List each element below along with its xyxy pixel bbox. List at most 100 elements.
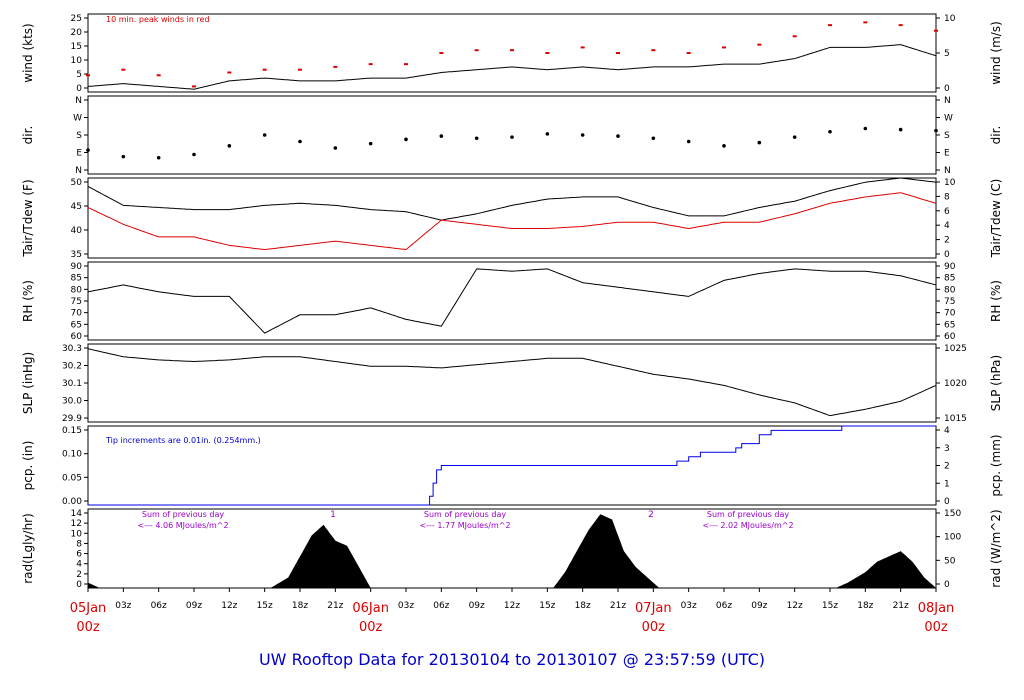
time-tick-label: 03z [398,601,414,611]
time-tick-label: 18z [857,601,873,611]
wind-peak-marker [192,85,196,88]
rh-ytick-right-label: 75 [944,297,955,307]
time-tick-label: 21z [327,601,343,611]
pcp-ylabel-left: pcp. (in) [21,441,35,491]
rad-ytick-left-label: 0 [76,580,82,590]
dir-point [580,133,585,137]
temp-ytick-right-label: 4 [944,221,950,231]
rad-annotation-value: <--- 2.02 MJoules/m^2 [702,521,793,530]
dir-ytick-left-label: E [76,149,82,159]
time-tick-label: 12z [221,601,237,611]
rad-ytick-left-label: 6 [76,550,82,560]
precip-annotation: Tip increments are 0.01in. (0.254mm.) [105,436,261,445]
wind-ylabel-right: wind (m/s) [989,21,1003,85]
wind-peak-marker [863,21,868,24]
dew-point-line [87,192,937,251]
slp-ytick-right-label: 1025 [944,344,967,354]
temp-ytick-right-label: 8 [944,192,950,202]
wind-peak-marker [474,49,479,52]
date-hour-label: 00z [76,620,100,635]
pcp-ytick-left-label: 0.00 [62,497,82,507]
time-tick-label: 09z [186,601,202,611]
wind-peak-marker [898,24,903,27]
time-tick-label: 09z [469,601,485,611]
dir-ytick-right-label: S [944,131,950,141]
slp-ylabel-left: SLP (inHg) [21,352,35,414]
dir-point [863,126,868,131]
rad-ytick-right-label: 0 [944,580,950,590]
pcp-ytick-right-label: 3 [944,444,950,454]
time-tick-label: 12z [787,601,803,611]
dir-point [757,140,762,145]
dir-ylabel-left: dir. [21,126,35,145]
dir-ytick-right-label: N [944,96,951,106]
air-temp-line [87,177,937,221]
temp-panel-frame [87,177,937,259]
wind-peak-marker [651,49,656,52]
wind-peak-marker [757,43,762,46]
time-tick-label: 15z [822,601,838,611]
wind-peak-marker [404,63,408,66]
pcp-ytick-right-label: 1 [944,479,950,489]
dir-point [121,154,126,159]
rh-ylabel-left: RH (%) [21,280,35,322]
pcp-ylabel-right: pcp. (mm) [989,434,1003,496]
dir-point [368,141,373,146]
rh-ytick-left-label: 70 [71,309,83,319]
rh-ytick-left-label: 75 [71,297,82,307]
rad-ytick-left-label: 14 [71,509,83,519]
dir-point [298,139,302,144]
wind-ytick-left-label: 25 [71,14,82,24]
temp-ylabel-left: Tair/Tdew (F) [21,179,35,257]
temp-ytick-left-label: 40 [71,226,83,236]
dir-point [86,148,90,152]
rad-ytick-left-label: 12 [71,519,82,529]
wind-panel-frame [87,13,937,93]
wind-ytick-left-label: 10 [71,56,83,66]
wind-peak-marker [333,65,338,68]
rad-ylabel-right: rad (W/m^2) [989,509,1003,587]
wind-ytick-left-label: 5 [76,70,82,80]
time-tick-label: 06z [716,601,732,611]
slp-ytick-left-label: 29.9 [62,414,82,424]
temp-ytick-right-label: 6 [944,207,950,217]
wind-ytick-right-label: 5 [944,49,950,59]
wind-peak-marker [545,52,550,54]
slp-ytick-right-label: 1020 [944,379,967,389]
dir-point [651,136,656,141]
dir-ytick-right-label: N [944,166,951,176]
temp-ytick-right-label: 10 [944,178,956,188]
wind-peak-marker [156,74,161,77]
rad-ylabel-left: rad(Lgly/hr) [21,513,35,584]
slp-ytick-left-label: 30.0 [62,397,82,407]
wind-ytick-left-label: 15 [71,42,82,52]
dir-point [474,136,479,141]
rad-ytick-right-label: 150 [944,509,961,519]
rad-annotation-value: <--- 4.06 MJoules/m^2 [137,521,228,530]
pcp-ytick-left-label: 0.10 [62,450,82,460]
wind-peak-marker [86,74,90,77]
wind-annotation: 10 min. peak winds in red [106,15,210,24]
wind-peak-marker [580,46,585,49]
rh-ytick-right-label: 80 [944,285,956,295]
time-tick-label: 03z [681,601,697,611]
precip-step-line [88,425,936,506]
time-tick-label: 06z [151,601,167,611]
time-tick-label: 18z [575,601,591,611]
dir-point [439,134,444,138]
wind-speed-line [87,44,937,90]
footer-title: UW Rooftop Data for 20130104 to 20130107… [258,650,766,669]
rad-annotation-title: Sum of previous day [424,510,506,519]
dir-ytick-left-label: N [75,96,82,106]
date-hour-label: 00z [924,620,948,635]
wind-peak-marker [227,71,232,74]
rad-annotation-value: <--- 1.77 MJoules/m^2 [419,521,510,530]
dir-ylabel-right: dir. [989,126,1003,145]
time-tick-label: 21z [893,601,909,611]
date-label: 08Jan [918,601,955,616]
wind-ytick-left-label: 0 [76,84,82,94]
rh-ytick-left-label: 80 [71,285,83,295]
wind-peak-marker [439,52,444,54]
time-tick-label: 18z [292,601,308,611]
